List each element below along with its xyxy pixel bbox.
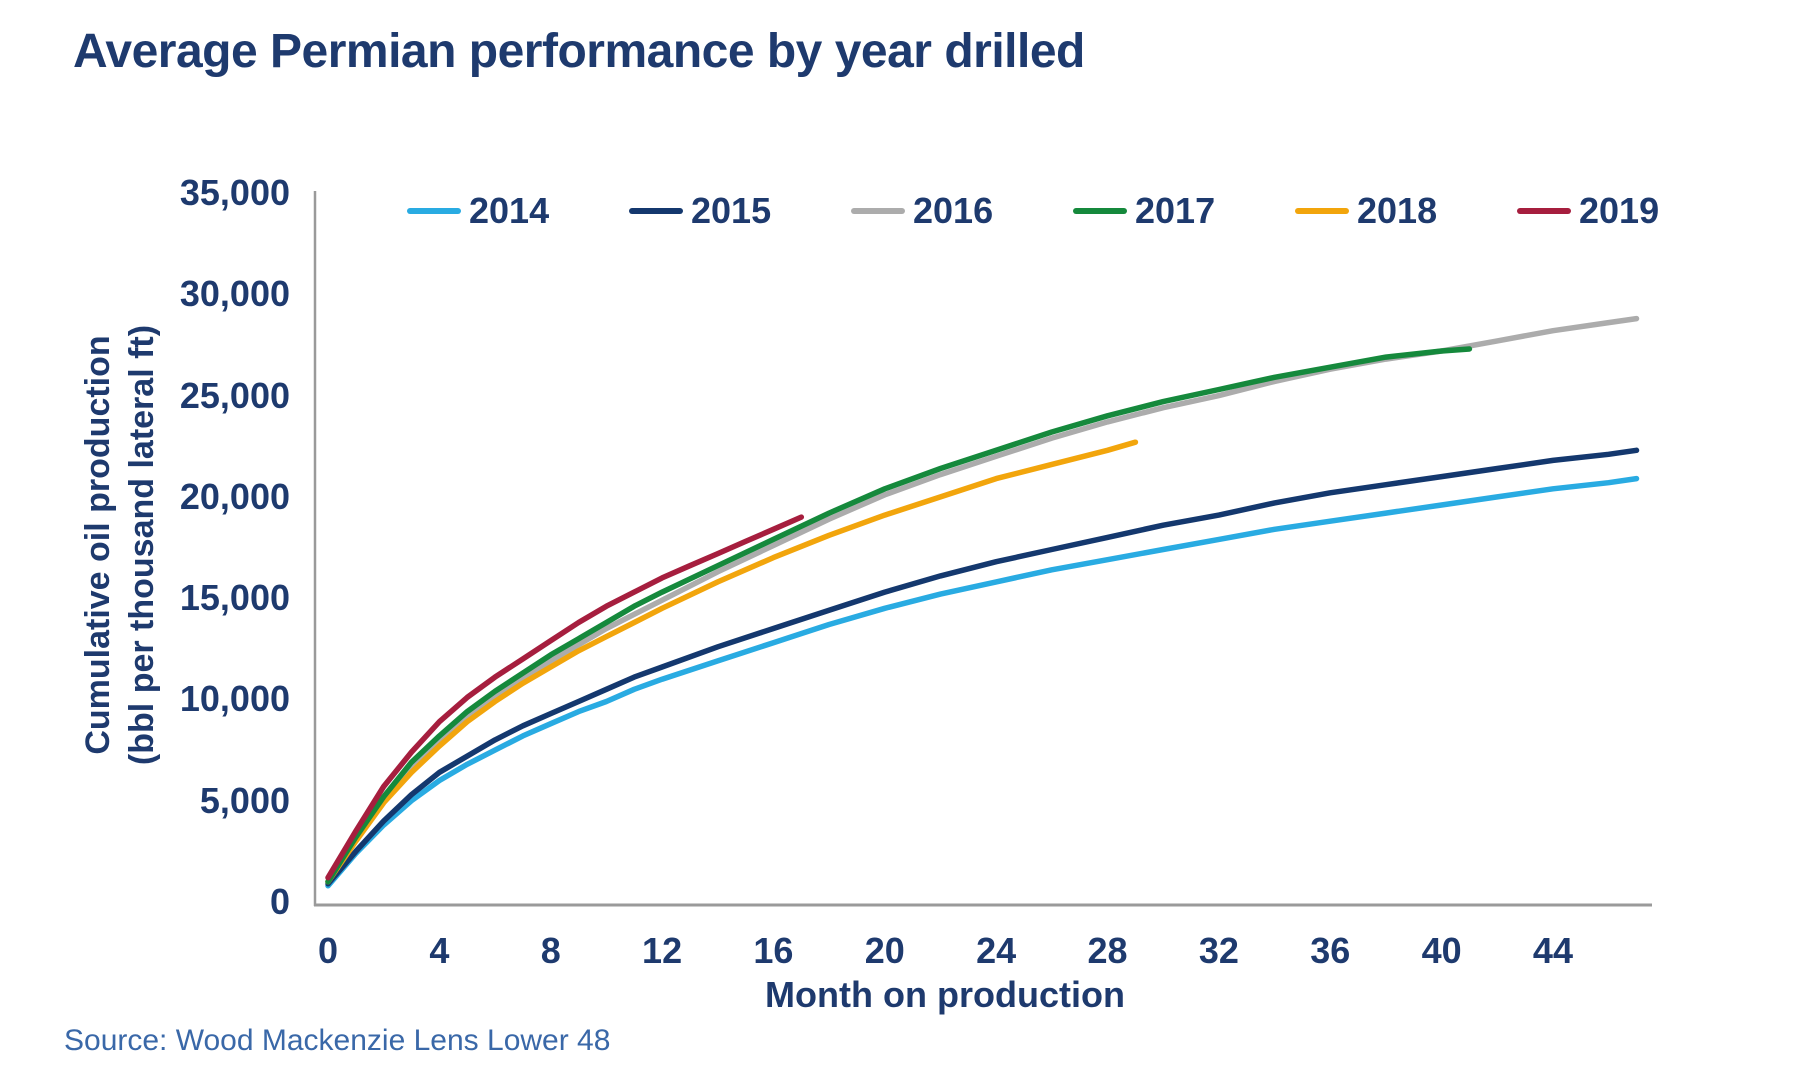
series-line-2016 [325, 315, 1640, 885]
x-tick-0: 0 [317, 930, 339, 971]
legend-label-2015: 2015 [691, 190, 772, 231]
legend-item-2017: 2017 [1073, 190, 1215, 232]
legend-label-2014: 2014 [469, 190, 550, 231]
y-tick-25000: 25,000 [179, 374, 290, 416]
x-tick-12: 12 [642, 930, 683, 971]
chart-title: Average Permian performance by year dril… [73, 25, 1085, 78]
y-axis-title: Cumulative oil production (bbl per thous… [76, 325, 164, 765]
legend-label-2016: 2016 [913, 190, 994, 231]
source-note: Source: Wood Mackenzie Lens Lower 48 [64, 1024, 611, 1057]
legend-item-2016: 2016 [851, 190, 993, 232]
x-tick-16: 16 [753, 930, 794, 971]
x-tick-8: 8 [540, 930, 561, 971]
x-tick-32: 32 [1198, 930, 1239, 971]
y-tick-30000: 30,000 [179, 273, 290, 315]
legend-swatch-2019 [1517, 208, 1571, 214]
series-line-2014 [325, 475, 1640, 889]
legend-swatch-2014 [407, 208, 461, 214]
y-tick-0: 0 [269, 881, 290, 922]
legend-swatch-2017 [1073, 208, 1127, 214]
legend-label-2017: 2017 [1135, 190, 1216, 231]
y-tick-5000: 5,000 [199, 779, 290, 821]
legend-swatch-2016 [851, 208, 905, 214]
series-line-2018 [325, 439, 1139, 885]
series-line-2015 [325, 447, 1640, 887]
y-tick-15000: 15,000 [179, 577, 290, 619]
y-axis-title-line2: (bbl per thousand lateral ft) [123, 324, 161, 766]
x-tick-36: 36 [1310, 930, 1351, 971]
legend-item-2014: 2014 [407, 190, 549, 232]
legend-item-2015: 2015 [629, 190, 771, 232]
series-line-2019 [325, 514, 805, 881]
x-tick-4: 4 [429, 930, 450, 971]
y-tick-10000: 10,000 [179, 678, 290, 720]
legend-swatch-2018 [1295, 208, 1349, 214]
y-axis-title-line1: Cumulative oil production [79, 335, 117, 755]
x-tick-40: 40 [1421, 930, 1462, 971]
legend-item-2018: 2018 [1295, 190, 1437, 232]
x-axis-title: Month on production [765, 974, 1125, 1015]
y-tick-35000: 35,000 [179, 172, 290, 213]
legend-item-2019: 2019 [1517, 190, 1659, 232]
x-tick-24: 24 [976, 930, 1017, 971]
x-tick-28: 28 [1087, 930, 1128, 971]
legend-swatch-2015 [629, 208, 683, 214]
x-tick-20: 20 [864, 930, 905, 971]
legend-label-2019: 2019 [1579, 190, 1660, 231]
legend-label-2018: 2018 [1357, 190, 1438, 231]
y-tick-20000: 20,000 [179, 475, 290, 517]
x-tick-44: 44 [1532, 930, 1573, 971]
series-line-2017 [325, 346, 1473, 885]
